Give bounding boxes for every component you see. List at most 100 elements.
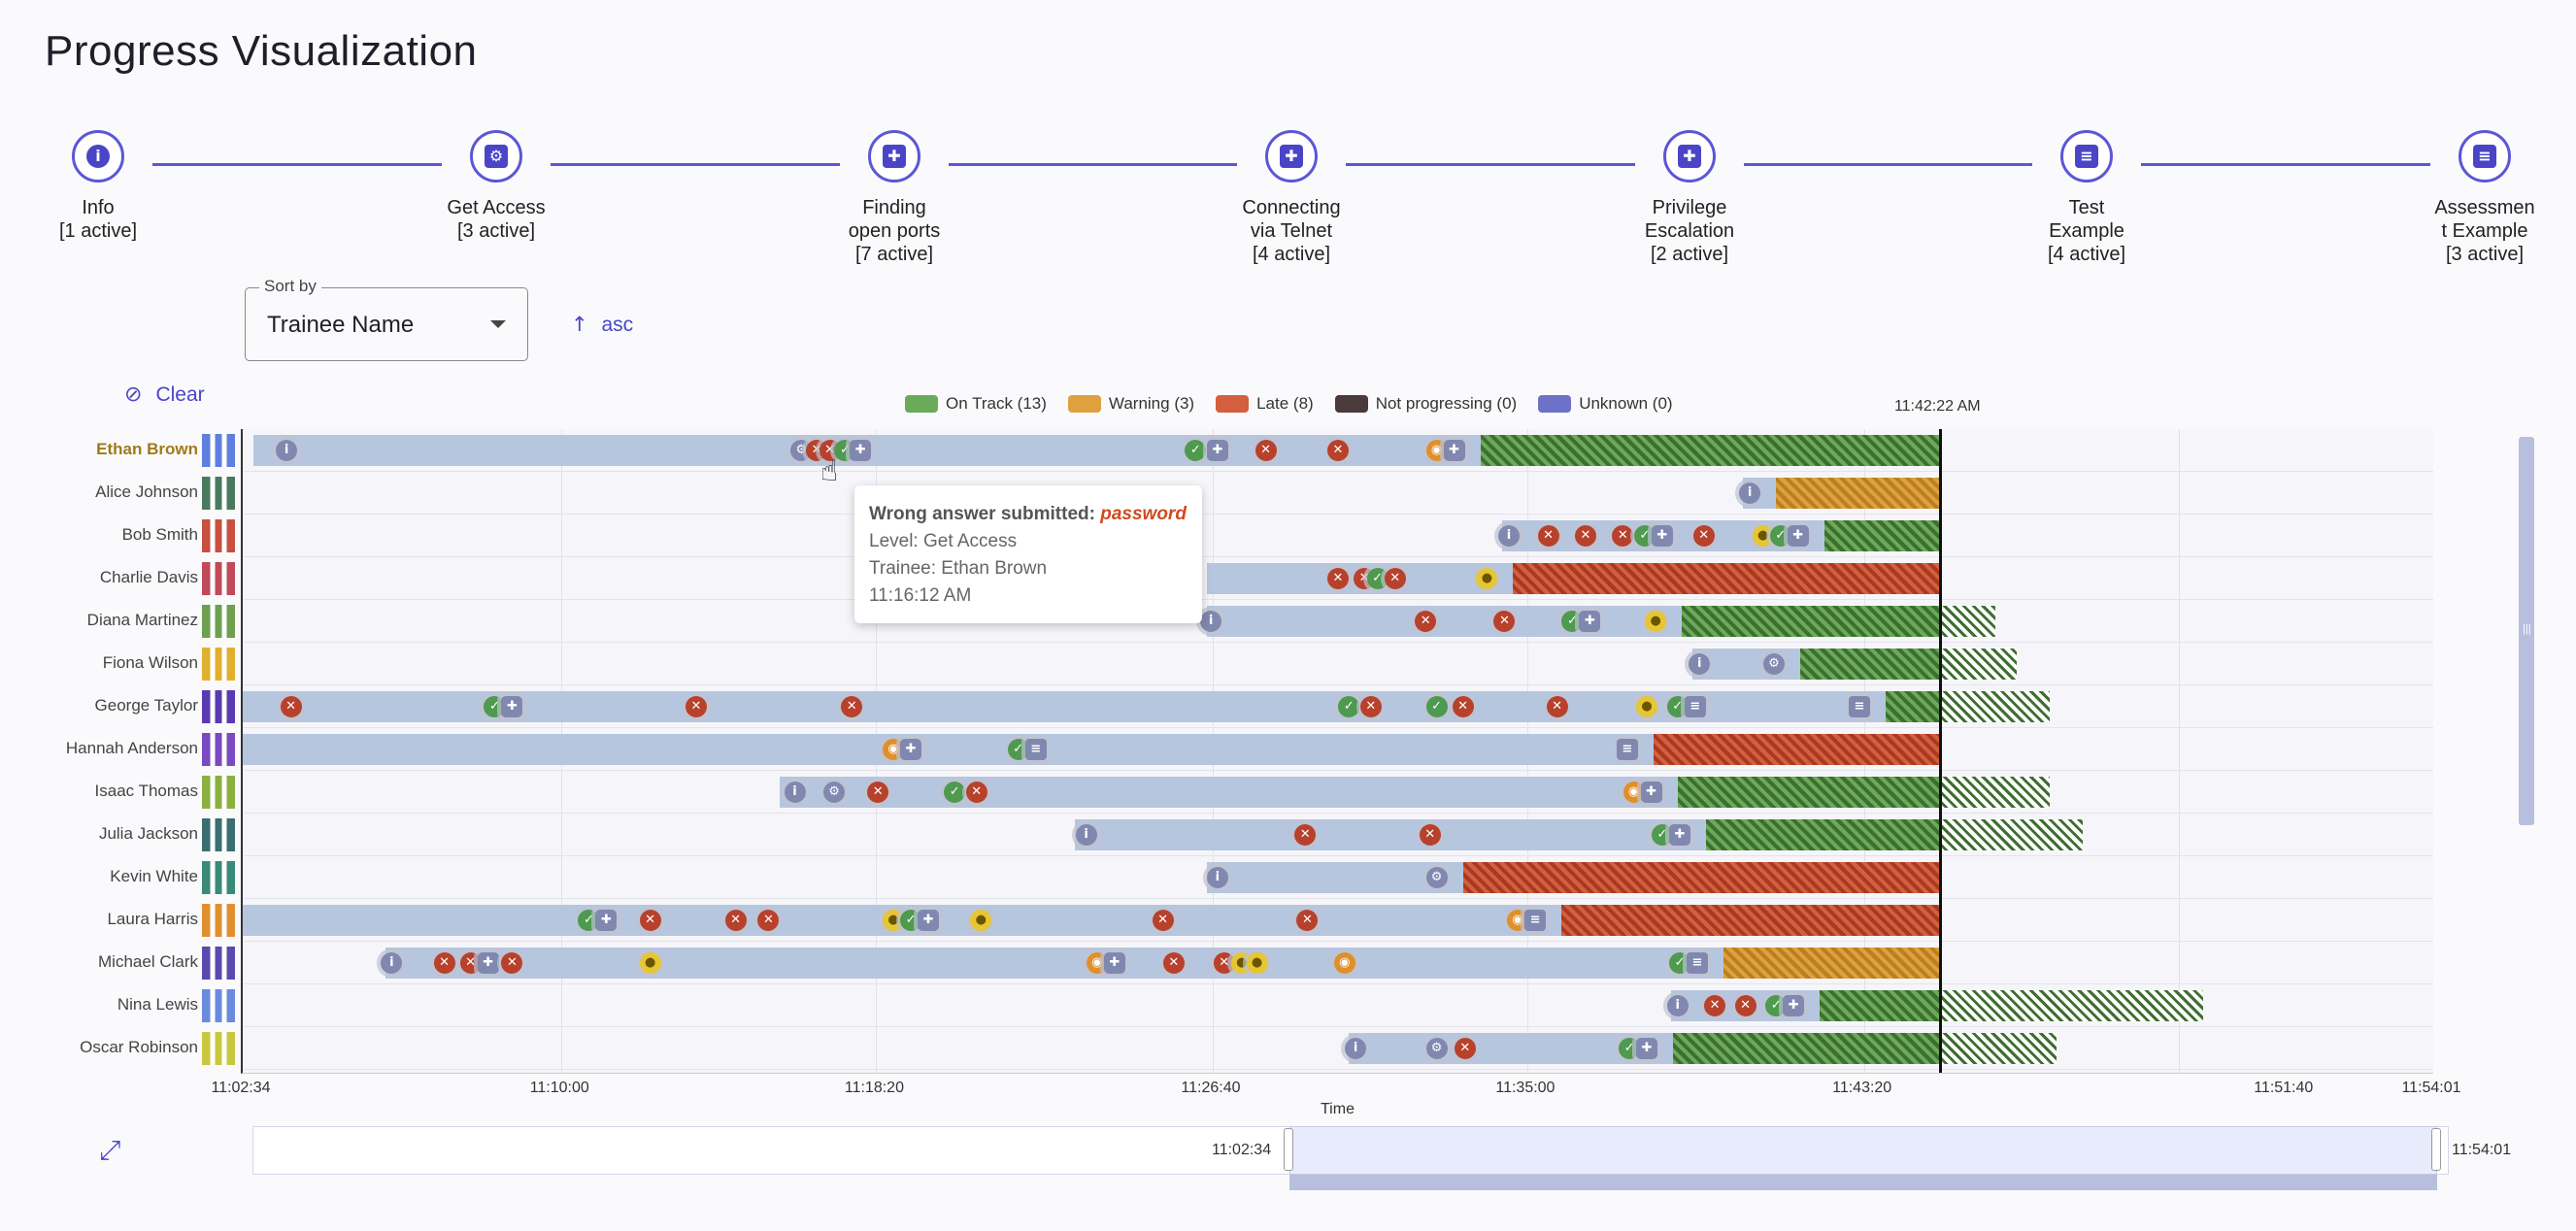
trainee-name[interactable]: Michael Clark xyxy=(98,952,198,971)
table-row[interactable] xyxy=(243,515,2433,557)
wrong-answer-icon[interactable]: ✕ xyxy=(1294,824,1317,846)
check-icon[interactable]: ✓ xyxy=(1619,1038,1641,1059)
clipboard-icon[interactable]: ≡ xyxy=(1616,739,1638,760)
check-icon[interactable]: ✓ xyxy=(484,696,506,717)
info-icon[interactable]: i xyxy=(1345,1038,1367,1059)
check-icon[interactable]: ✓ xyxy=(1765,995,1788,1016)
status-segment-warning[interactable] xyxy=(1723,948,1940,979)
wrong-answer-icon[interactable]: ✕ xyxy=(459,952,482,974)
table-row[interactable] xyxy=(243,600,2433,643)
info-icon[interactable]: i xyxy=(1739,482,1761,504)
status-segment-ontrack[interactable] xyxy=(1677,777,1940,808)
step-7[interactable]: ≡ Assessmen t Example [3 active] xyxy=(2378,130,2576,266)
check-icon[interactable]: ✓ xyxy=(1425,696,1448,717)
check-icon[interactable]: ✓ xyxy=(578,910,600,931)
vertical-scrollbar[interactable] xyxy=(2519,437,2534,825)
gamepad-icon[interactable]: ✚ xyxy=(1668,824,1690,846)
legend-item[interactable]: On Track (13) xyxy=(905,394,1047,414)
status-segment-ontrack[interactable] xyxy=(1682,606,1940,637)
step-1[interactable]: i Info [1 active] xyxy=(0,130,205,243)
wrong-answer-icon[interactable]: ✕ xyxy=(1612,525,1634,547)
wrong-answer-icon[interactable]: ✕ xyxy=(1419,824,1441,846)
info-icon[interactable]: i xyxy=(784,782,806,803)
gear-icon[interactable]: ⚙ xyxy=(1425,867,1448,888)
eye-icon[interactable]: ◉ xyxy=(883,739,905,760)
table-row[interactable] xyxy=(243,984,2433,1027)
hint-icon[interactable]: ● xyxy=(883,910,905,931)
progress-bar[interactable] xyxy=(385,948,1724,979)
table-row[interactable] xyxy=(243,643,2433,685)
eye-icon[interactable]: ◉ xyxy=(1506,910,1528,931)
wrong-answer-icon[interactable]: ✕ xyxy=(1415,611,1437,632)
hint-icon[interactable]: ● xyxy=(1476,568,1498,589)
check-icon[interactable]: ✓ xyxy=(1666,696,1689,717)
gamepad-icon[interactable]: ✚ xyxy=(1636,1038,1658,1059)
check-icon[interactable]: ✓ xyxy=(1769,525,1791,547)
wrong-answer-icon[interactable]: ✕ xyxy=(1704,995,1726,1016)
legend-item[interactable]: Unknown (0) xyxy=(1538,394,1673,414)
brush-handle-left[interactable] xyxy=(1284,1128,1293,1171)
trainee-name[interactable]: Laura Harris xyxy=(107,910,198,928)
progress-bar[interactable] xyxy=(1075,819,1706,850)
trainee-name[interactable]: Oscar Robinson xyxy=(80,1038,198,1056)
gamepad-icon[interactable]: ✚ xyxy=(1443,440,1465,461)
step-4[interactable]: ✚ Connecting via Telnet [4 active] xyxy=(1185,130,1398,266)
trainee-name[interactable]: Julia Jackson xyxy=(98,824,198,843)
check-icon[interactable]: ✓ xyxy=(1366,568,1388,589)
hint-icon[interactable]: ● xyxy=(970,910,992,931)
wrong-answer-icon[interactable]: ✕ xyxy=(841,696,863,717)
clipboard-icon[interactable]: ≡ xyxy=(1684,696,1706,717)
clear-button[interactable]: ⊘ Clear xyxy=(124,383,205,407)
table-row[interactable] xyxy=(243,814,2433,856)
trainee-name[interactable]: Fiona Wilson xyxy=(102,653,198,672)
legend-item[interactable]: Warning (3) xyxy=(1067,394,1194,414)
info-icon[interactable]: i xyxy=(276,440,298,461)
check-icon[interactable]: ✓ xyxy=(1651,824,1673,846)
trainee-name[interactable]: Kevin White xyxy=(110,867,198,885)
legend-item[interactable]: Late (8) xyxy=(1216,394,1314,414)
wrong-answer-icon[interactable]: ✕ xyxy=(1692,525,1715,547)
gamepad-icon[interactable]: ✚ xyxy=(501,696,523,717)
wrong-answer-icon[interactable]: ✕ xyxy=(757,910,780,931)
trainee-name[interactable]: Diana Martinez xyxy=(86,611,198,629)
info-icon[interactable]: i xyxy=(1075,824,1097,846)
gamepad-icon[interactable]: ✚ xyxy=(1206,440,1228,461)
gamepad-icon[interactable]: ✚ xyxy=(900,739,922,760)
wrong-answer-icon[interactable]: ✕ xyxy=(1296,910,1319,931)
clipboard-icon[interactable]: ≡ xyxy=(1848,696,1870,717)
wrong-answer-icon[interactable]: ✕ xyxy=(1213,952,1235,974)
eye-icon[interactable]: ◉ xyxy=(1086,952,1108,974)
progress-bar[interactable] xyxy=(1206,606,1683,637)
gamepad-icon[interactable]: ✚ xyxy=(1640,782,1662,803)
trainee-name[interactable]: George Taylor xyxy=(94,696,198,715)
gamepad-icon[interactable]: ✚ xyxy=(918,910,940,931)
status-segment-late[interactable] xyxy=(1513,563,1940,594)
check-icon[interactable]: ✓ xyxy=(1007,739,1029,760)
info-icon[interactable]: i xyxy=(1200,611,1222,632)
gear-icon[interactable]: ⚙ xyxy=(1762,653,1785,675)
wrong-answer-icon[interactable]: ✕ xyxy=(501,952,523,974)
gamepad-icon[interactable]: ✚ xyxy=(1103,952,1125,974)
wrong-answer-icon[interactable]: ✕ xyxy=(1454,1038,1476,1059)
status-segment-ontrack[interactable] xyxy=(1823,520,1940,551)
info-icon[interactable]: i xyxy=(1689,653,1711,675)
check-icon[interactable]: ✓ xyxy=(1185,440,1207,461)
progress-bar[interactable] xyxy=(1206,862,1463,893)
check-icon[interactable]: ✓ xyxy=(1338,696,1360,717)
gamepad-icon[interactable]: ✚ xyxy=(1783,995,1805,1016)
trainee-name-pinned[interactable]: Ethan Brown xyxy=(96,440,198,458)
step-6[interactable]: ≡ Test Example [4 active] xyxy=(1980,130,2193,266)
info-icon[interactable]: i xyxy=(1666,995,1689,1016)
wrong-answer-icon[interactable]: ✕ xyxy=(1327,568,1349,589)
wrong-answer-icon[interactable]: ✕ xyxy=(867,782,889,803)
wrong-answer-icon[interactable]: ✕ xyxy=(1537,525,1559,547)
eye-icon[interactable]: ◉ xyxy=(1425,440,1448,461)
wrong-answer-icon[interactable]: ✕ xyxy=(639,910,661,931)
wrong-answer-icon[interactable]: ✕ xyxy=(1152,910,1174,931)
info-icon[interactable]: i xyxy=(1497,525,1520,547)
table-row[interactable] xyxy=(243,557,2433,600)
hint-icon[interactable]: ● xyxy=(1752,525,1774,547)
table-row[interactable] xyxy=(243,685,2433,728)
wrong-answer-icon[interactable]: ✕ xyxy=(1574,525,1596,547)
clipboard-icon[interactable]: ≡ xyxy=(1024,739,1047,760)
